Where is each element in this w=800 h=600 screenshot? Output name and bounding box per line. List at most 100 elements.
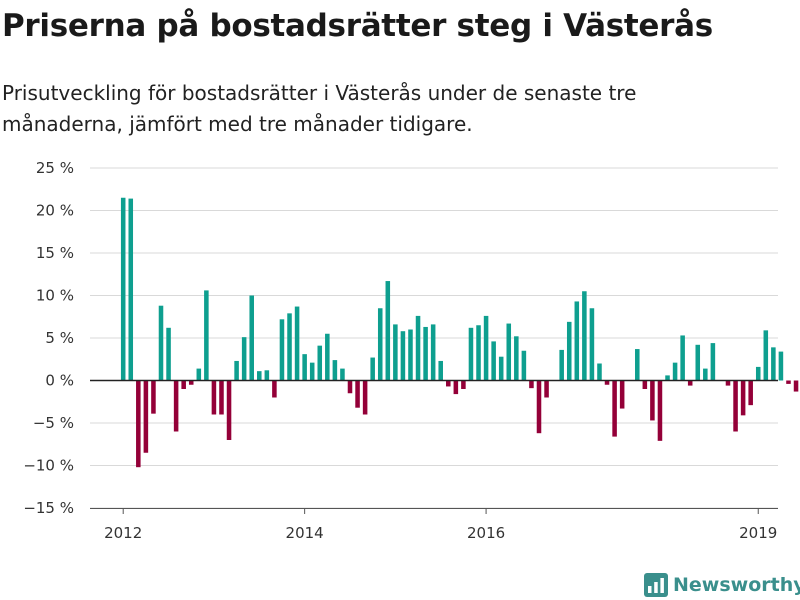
bar — [128, 198, 134, 381]
brand-name: Newsworthy — [673, 574, 800, 596]
bar — [219, 380, 224, 415]
bar — [332, 360, 338, 381]
bar — [582, 291, 587, 381]
bar — [461, 380, 466, 389]
bar — [317, 345, 323, 381]
bar — [635, 349, 640, 381]
bar — [309, 362, 315, 381]
bar — [506, 323, 512, 381]
bar — [430, 324, 436, 381]
bar — [158, 305, 164, 381]
bar — [695, 344, 701, 381]
bar — [778, 351, 784, 381]
bar — [264, 370, 270, 381]
bar — [748, 380, 753, 406]
bar — [529, 380, 534, 389]
y-tick-label: 25 % — [36, 159, 74, 177]
bar — [120, 197, 126, 381]
bar — [287, 313, 292, 381]
bar — [446, 380, 451, 387]
bar — [249, 295, 254, 381]
bar — [340, 368, 345, 381]
bar — [347, 380, 353, 394]
y-tick-label: −15 % — [23, 499, 74, 517]
bar — [362, 380, 368, 415]
brand-logo: Newsworthy — [644, 570, 800, 600]
bar — [453, 380, 459, 395]
bar — [279, 319, 285, 381]
bar — [498, 356, 504, 381]
bar — [438, 360, 443, 381]
y-tick-label: −5 % — [33, 414, 74, 432]
y-tick-label: 15 % — [36, 244, 74, 262]
bar — [657, 380, 663, 441]
bar — [188, 380, 194, 385]
bar — [325, 333, 330, 381]
bar — [703, 368, 708, 381]
chart-subtitle: Prisutveckling för bostadsrätter i Väste… — [2, 81, 637, 136]
bar — [385, 281, 391, 381]
bar — [612, 380, 617, 437]
bar — [241, 337, 247, 381]
bar — [483, 315, 489, 381]
bar — [566, 321, 572, 381]
y-tick-label: −10 % — [23, 457, 74, 475]
bar — [302, 354, 307, 381]
bar — [204, 290, 209, 381]
bar — [491, 341, 496, 381]
bar — [151, 380, 156, 414]
bar — [786, 380, 791, 384]
bar — [544, 380, 549, 398]
bar — [604, 380, 610, 385]
bar — [740, 380, 746, 416]
bar — [755, 366, 761, 381]
bar — [211, 380, 217, 415]
bar — [408, 329, 413, 381]
bar — [143, 380, 149, 453]
bar — [415, 315, 421, 381]
bar — [423, 326, 428, 381]
bar — [665, 375, 670, 381]
bar — [589, 308, 595, 381]
x-tick-label: 2014 — [286, 524, 324, 542]
x-tick-label: 2019 — [739, 524, 777, 542]
bar — [514, 336, 519, 381]
bar — [672, 362, 678, 381]
bar — [619, 380, 625, 409]
bar — [559, 349, 564, 381]
y-tick-label: 0 % — [45, 372, 74, 390]
bar — [272, 380, 277, 398]
bar — [687, 380, 693, 386]
y-tick-label: 10 % — [36, 287, 74, 305]
bar — [642, 380, 648, 389]
bar — [166, 327, 171, 381]
bar — [294, 306, 300, 381]
bar — [733, 380, 738, 432]
bar — [597, 363, 602, 381]
y-tick-label: 20 % — [36, 202, 74, 220]
x-tick-label: 2016 — [467, 524, 505, 542]
bar — [226, 380, 232, 440]
bar — [476, 325, 481, 381]
bar — [680, 335, 685, 381]
y-axis: 25 % 20 % 15 % 10 % 5 % 0 % −5 % −10 % −15 % — [23, 159, 74, 517]
bar — [710, 343, 716, 381]
y-tick-label: 5 % — [45, 329, 74, 347]
bar — [650, 380, 655, 421]
x-tick-label: 2012 — [104, 524, 142, 542]
bar — [574, 301, 580, 381]
bar — [536, 380, 542, 434]
bar — [725, 380, 731, 386]
bar-chart-logo-icon — [644, 573, 668, 597]
bar — [793, 380, 799, 392]
bar — [370, 357, 375, 381]
bar — [136, 380, 141, 468]
bar — [468, 327, 474, 381]
bar — [173, 380, 179, 432]
bars — [120, 197, 799, 468]
bar — [393, 324, 398, 381]
bar — [181, 380, 186, 389]
bar — [196, 368, 202, 381]
bar — [521, 350, 527, 381]
